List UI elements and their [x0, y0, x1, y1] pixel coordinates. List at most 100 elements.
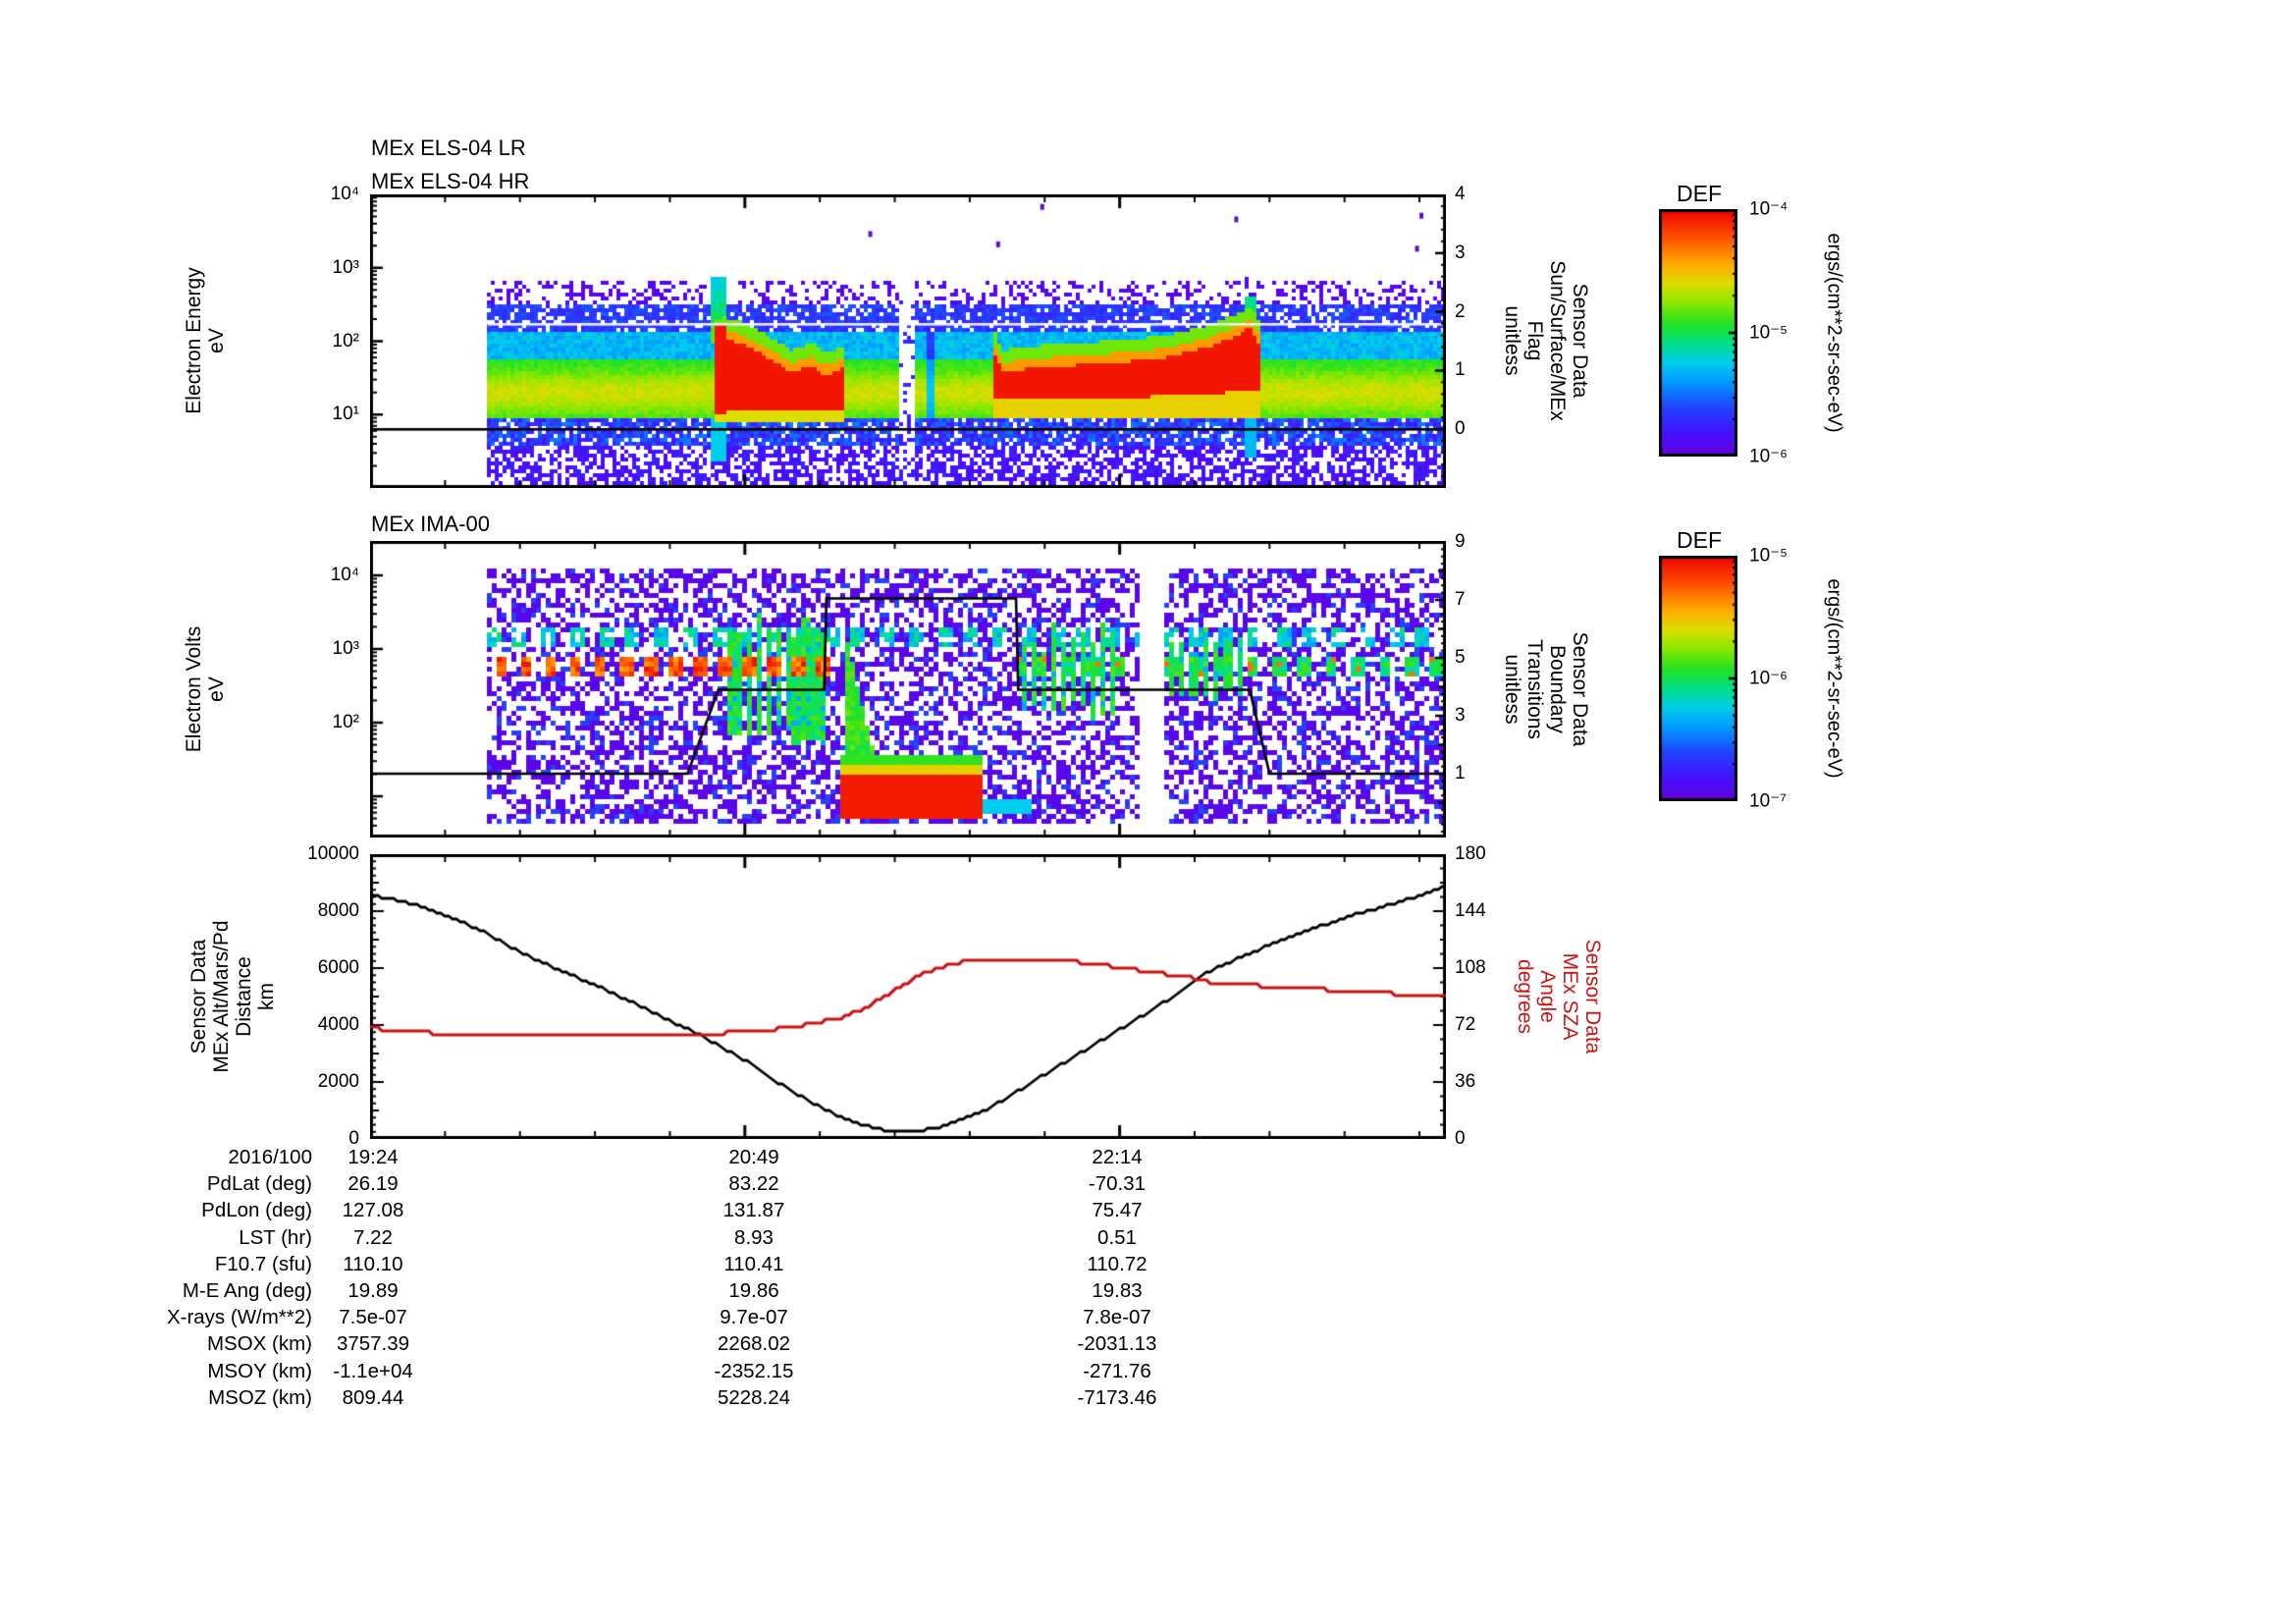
table-cell: 127.08	[342, 1199, 404, 1222]
colorbar2-tick-label: 10⁻⁶	[1749, 668, 1788, 689]
els-flag-tick-label: 0	[1455, 418, 1466, 440]
table-row-label: 2016/100	[228, 1146, 312, 1168]
els-title-hr: MEx ELS-04 HR	[371, 169, 530, 193]
ima-yaxis-label-line1: Electron Volts	[183, 625, 205, 753]
colorbar1-canvas	[1659, 209, 1737, 457]
timeline-yaxis-label-line4: km	[255, 983, 278, 1011]
colorbar1-tick-label: 10⁻⁵	[1749, 322, 1789, 344]
ima-title: MEx IMA-00	[371, 512, 491, 536]
table-cell: -7173.46	[1077, 1385, 1157, 1409]
table-cell: 7.22	[353, 1225, 393, 1249]
colorbar2-tick-label: 10⁻⁷	[1749, 790, 1788, 812]
table-row-label: F10.7 (sfu)	[214, 1252, 312, 1275]
table-cell: 8.93	[734, 1225, 774, 1249]
els-ytick-label: 10²	[332, 330, 359, 352]
timeline-yaxis-label-line1: Sensor Data	[187, 939, 210, 1055]
colorbar2-title: DEF	[1677, 527, 1722, 553]
timeline-deg-tick-label: 36	[1455, 1071, 1476, 1092]
timeline-right-label-line4: degrees	[1514, 959, 1536, 1034]
ima-boundary-tick-label: 1	[1455, 763, 1466, 784]
timeline-right-axis-label: Sensor Data MEx SZA Angle degrees	[1514, 940, 1604, 1055]
table-row: PdLat (deg) 26.19 83.22 -70.31	[0, 1172, 2296, 1196]
table-cell: 131.87	[722, 1199, 785, 1222]
table-cell: 26.19	[347, 1172, 399, 1196]
ima-right-label-line4: unitless	[1501, 654, 1523, 725]
ima-boundary-tick-label: 7	[1455, 589, 1466, 610]
timeline-yaxis-label-line3: Distance	[233, 956, 255, 1037]
table-cell: 83.22	[728, 1172, 779, 1196]
table-cell: -2031.13	[1077, 1332, 1157, 1356]
els-right-label-line3: Flag	[1523, 320, 1546, 361]
els-yaxis-label: Electron Energy eV	[183, 267, 228, 413]
colorbar2-canvas	[1659, 556, 1737, 801]
table-row: LST (hr) 7.22 8.93 0.51	[0, 1226, 2296, 1250]
ima-boundary-tick-label: 9	[1455, 531, 1466, 552]
timeline-yaxis-label-line2: MEx Alt/Mars/Pd	[210, 920, 233, 1073]
timeline-km-tick-label: 2000	[317, 1071, 359, 1092]
table-row: PdLon (deg) 127.08 131.87 75.47	[0, 1199, 2296, 1222]
els-flag-tick-label: 2	[1455, 300, 1466, 322]
ima-ytick-label: 10³	[332, 638, 359, 659]
ima-right-axis-label: Sensor Data Boundary Transitions unitles…	[1501, 632, 1591, 747]
timeline-deg-tick-label: 108	[1455, 957, 1486, 978]
table-row: X-rays (W/m**2) 7.5e-07 9.7e-07 7.8e-07	[0, 1306, 2296, 1329]
table-cell: 19:24	[347, 1146, 399, 1168]
ima-boundary-tick-label: 3	[1455, 705, 1466, 726]
table-row-label: MSOZ (km)	[208, 1385, 312, 1409]
timeline-deg-tick-label: 72	[1455, 1014, 1476, 1035]
timeline-right-label-line2: MEx SZA	[1559, 952, 1581, 1041]
table-cell: 75.47	[1092, 1199, 1143, 1222]
ima-right-label-line2: Boundary	[1546, 645, 1569, 733]
colorbar1-tick-label: 10⁻⁴	[1749, 198, 1789, 220]
table-cell: 110.10	[343, 1252, 403, 1275]
els-flag-tick-label: 4	[1455, 184, 1466, 204]
timeline-deg-tick-label: 0	[1455, 1128, 1466, 1149]
timeline-km-tick-label: 0	[348, 1128, 359, 1149]
timeline-right-label-line1: Sensor Data	[1581, 939, 1604, 1055]
table-cell: 20:49	[728, 1146, 779, 1168]
ima-spectrogram-canvas	[370, 541, 1446, 838]
table-row: MSOZ (km) 809.44 5228.24 -7173.46	[0, 1386, 2296, 1410]
table-cell: -1.1e+04	[333, 1359, 413, 1382]
ima-ytick-label: 10⁴	[330, 565, 359, 585]
table-cell: -70.31	[1088, 1172, 1147, 1196]
table-cell: 19.89	[347, 1279, 399, 1302]
els-yaxis-label-line2: eV	[205, 328, 228, 353]
table-cell: 3757.39	[336, 1332, 410, 1356]
table-row-label: MSOY (km)	[207, 1359, 312, 1382]
timeline-deg-tick-label: 144	[1455, 900, 1486, 921]
els-ytick-label: 10¹	[332, 404, 359, 425]
table-row: MSOX (km) 3757.39 2268.02 -2031.13	[0, 1332, 2296, 1356]
els-flag-tick-label: 3	[1455, 242, 1466, 263]
timeline-km-tick-label: 6000	[317, 957, 359, 978]
timeline-yaxis-label: Sensor Data MEx Alt/Mars/Pd Distance km	[187, 920, 278, 1072]
table-cell: 7.8e-07	[1083, 1306, 1151, 1329]
els-right-label-line4: unitless	[1501, 305, 1523, 376]
table-cell: 22:14	[1092, 1146, 1143, 1168]
table-row-label: MSOX (km)	[206, 1332, 312, 1356]
table-row: M-E Ang (deg) 19.89 19.86 19.83	[0, 1279, 2296, 1303]
els-right-label-line2: Sun/Surface/MEx	[1546, 260, 1569, 421]
els-ytick-label: 10⁴	[330, 184, 359, 204]
table-cell: -2352.15	[714, 1359, 794, 1382]
table-cell: 19.86	[728, 1279, 779, 1302]
colorbar2-tick-label: 10⁻⁵	[1749, 545, 1789, 567]
timeline-km-tick-label: 4000	[317, 1014, 359, 1035]
table-cell: 9.7e-07	[720, 1306, 788, 1329]
table-cell: 5228.24	[717, 1385, 791, 1409]
timeline-deg-tick-label: 180	[1455, 843, 1486, 864]
table-row: MSOY (km) -1.1e+04 -2352.15 -271.76	[0, 1360, 2296, 1383]
table-row-label: PdLon (deg)	[201, 1199, 312, 1222]
timeline-right-label-line3: Angle	[1536, 970, 1559, 1023]
ima-boundary-tick-label: 5	[1455, 647, 1466, 668]
table-cell: 110.72	[1087, 1252, 1148, 1275]
colorbar1-tick-label: 10⁻⁶	[1749, 446, 1788, 467]
timeline-km-tick-label: 8000	[317, 900, 359, 921]
table-cell: -271.76	[1083, 1359, 1151, 1382]
ima-ytick-label: 10²	[332, 712, 359, 732]
els-spectrogram-canvas	[370, 194, 1446, 488]
table-cell: 110.41	[723, 1252, 784, 1275]
els-yaxis-label-line1: Electron Energy	[183, 267, 205, 414]
altitude-sza-plot-canvas	[370, 854, 1446, 1139]
